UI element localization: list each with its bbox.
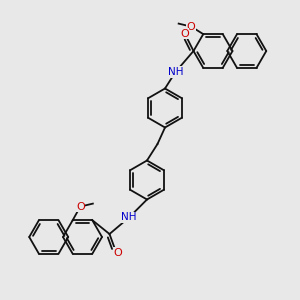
Text: O: O <box>180 29 189 39</box>
Text: O: O <box>76 202 85 212</box>
Text: O: O <box>113 248 122 258</box>
Text: NH: NH <box>168 67 183 77</box>
Text: NH: NH <box>121 212 137 223</box>
Text: O: O <box>187 22 196 32</box>
